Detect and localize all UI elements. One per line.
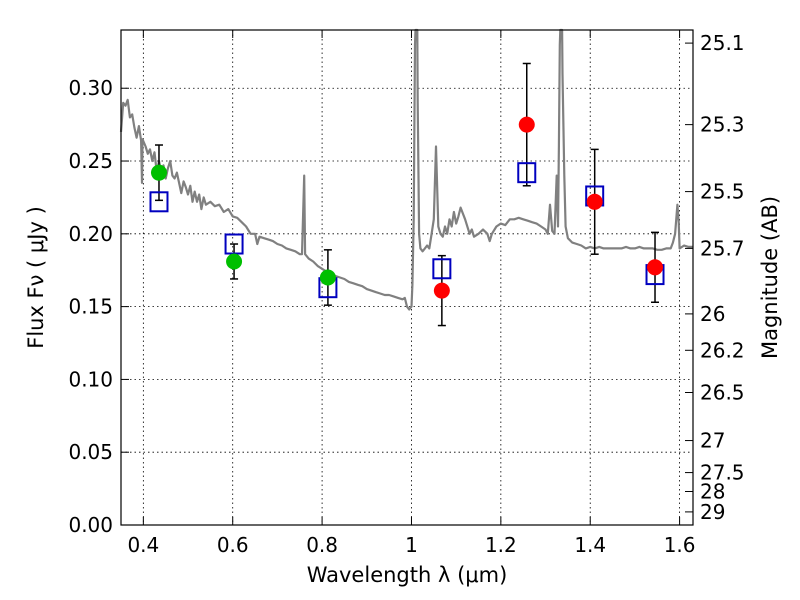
model-photometry-square — [149, 191, 169, 213]
y-tick-label-right: 26.5 — [700, 381, 745, 405]
y-tick-label-right: 26 — [700, 302, 725, 326]
y-tick-label-right: 27 — [700, 429, 725, 453]
optical-observation-point — [226, 253, 243, 270]
y-tick-label-right: 29 — [700, 500, 725, 524]
x-tick-label: 1.2 — [485, 533, 517, 557]
model-spectrum-line — [119, 28, 693, 311]
y-axis-title-right: Magnitude (AB) — [758, 196, 782, 359]
model-photometry-square — [432, 258, 452, 280]
y-tick-label-right: 25.7 — [700, 236, 745, 260]
axis-ticks — [121, 30, 693, 526]
x-tick-label: 1.6 — [664, 533, 696, 557]
y-tick-label-left: 0.25 — [68, 149, 113, 173]
near-ir-observation-point — [647, 259, 664, 276]
y-tick-label-right: 25.5 — [700, 180, 745, 204]
optical-observation-point — [319, 269, 336, 286]
y-tick-label-left: 0.20 — [68, 222, 113, 246]
model-spectrum-series — [119, 28, 693, 311]
x-tick-label: 1.4 — [574, 533, 606, 557]
plot-area-frame — [120, 29, 694, 526]
observation-series — [150, 116, 664, 299]
tick-labels: 0.4 0.6 0.8 1 1.2 1.4 1.6 0.00 0.05 0.10 0.15 0.20 0… — [68, 31, 744, 557]
grid-lines — [121, 30, 693, 526]
y-tick-label-right: 26.2 — [700, 338, 745, 362]
y-tick-label-right: 28 — [700, 480, 725, 504]
x-tick-label: 0.8 — [306, 533, 338, 557]
x-tick-label: 0.4 — [127, 533, 159, 557]
optical-observation-point — [150, 164, 167, 181]
model-photometry-square — [517, 162, 537, 184]
y-tick-label-right: 27.5 — [700, 461, 745, 485]
x-tick-label: 1 — [405, 533, 418, 557]
y-tick-label-right: 25.3 — [700, 113, 745, 137]
x-tick-label: 0.6 — [217, 533, 249, 557]
y-tick-label-left: 0.00 — [68, 513, 113, 537]
near-ir-observation-point — [518, 116, 535, 133]
error-bars — [154, 62, 660, 327]
x-axis-title: Wavelength λ (μm) — [307, 563, 508, 587]
y-tick-label-right: 25.1 — [700, 31, 745, 55]
model-photometry-series — [149, 162, 665, 299]
y-tick-label-left: 0.30 — [68, 76, 113, 100]
near-ir-observation-point — [586, 193, 603, 210]
y-tick-label-left: 0.05 — [68, 440, 113, 464]
near-ir-observation-point — [433, 282, 450, 299]
y-tick-label-left: 0.15 — [68, 295, 113, 319]
y-axis-title-left: Flux Fν ( μJy ) — [24, 206, 48, 349]
y-tick-label-left: 0.10 — [68, 367, 113, 391]
